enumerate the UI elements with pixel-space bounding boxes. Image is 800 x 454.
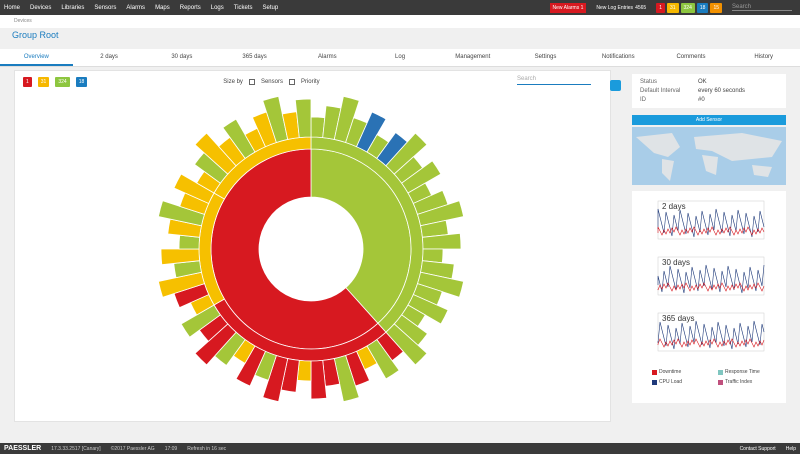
legend-item: Traffic Index: [718, 379, 780, 385]
footer-copyright: ©2017 Paessler AG: [110, 445, 155, 452]
footer-refresh: Refresh in 16 sec: [187, 445, 227, 452]
status-badge[interactable]: 15: [710, 2, 722, 13]
legend-label: Traffic Index: [725, 379, 753, 385]
graph-title: 2 days: [662, 202, 686, 211]
graph-title: 365 days: [662, 314, 694, 323]
nav-item[interactable]: Maps: [155, 4, 170, 11]
page-title: Group Root: [12, 30, 59, 40]
legend-item: Downtime: [652, 369, 714, 375]
tab[interactable]: Notifications: [601, 54, 635, 60]
filter-count[interactable]: 31: [37, 77, 50, 87]
toolbar: 1 31 324 18 Size by Sensors Priority: [23, 77, 320, 87]
filter-count[interactable]: 1: [23, 77, 32, 87]
status-badge[interactable]: 18: [696, 2, 709, 13]
tab[interactable]: Settings: [534, 54, 557, 60]
size-label: Size by: [223, 79, 243, 85]
footer: PAESSLER 17.3.33.2517 [Canary] ©2017 Paess…: [0, 443, 800, 454]
nav-item[interactable]: Alarms: [126, 4, 146, 11]
tab[interactable]: 30 days: [171, 54, 193, 60]
tab[interactable]: History: [754, 54, 774, 60]
log-count[interactable]: 4565: [635, 4, 647, 11]
nav-item[interactable]: Sensors: [94, 4, 117, 11]
graph-title: 30 days: [662, 258, 690, 267]
filter-count[interactable]: 324: [55, 77, 70, 87]
legend-swatch: [718, 369, 723, 375]
status-badge[interactable]: 1: [656, 2, 665, 13]
tab[interactable]: Overview: [0, 49, 73, 66]
legend-item: CPU Load: [652, 379, 714, 385]
legend-label: CPU Load: [659, 379, 683, 385]
sunburst-panel: 1 31 324 18 Size by Sensors Priority Search: [14, 70, 611, 422]
tab[interactable]: Alarms: [317, 54, 337, 60]
settings-button[interactable]: [610, 80, 621, 91]
info-value: #0: [698, 97, 705, 103]
legend-label: Response Time: [725, 369, 760, 375]
status-badge[interactable]: 31: [666, 2, 679, 13]
tab[interactable]: Log: [395, 54, 406, 60]
nav-item[interactable]: Logs: [210, 4, 224, 11]
info-row: ID #0: [640, 96, 778, 105]
graph-line: [657, 338, 765, 348]
legend-item: Response Time: [718, 369, 780, 375]
breadcrumb[interactable]: Devices: [0, 15, 800, 28]
tabs: Overview 2 days 30 days 365 days Alarms Log Ma…: [0, 49, 800, 67]
footer-time: 17:09: [164, 445, 178, 452]
graph: 30 days: [657, 256, 765, 296]
graph-line: [657, 282, 765, 292]
footer-support[interactable]: Contact Support: [739, 445, 776, 452]
legend-swatch: [652, 369, 657, 375]
graph: 2 days: [657, 200, 765, 240]
info-row: Default Interval every 60 seconds: [640, 87, 778, 96]
graph-line: [657, 208, 765, 238]
tab[interactable]: 2 days: [100, 54, 118, 60]
footer-help[interactable]: Help: [785, 445, 796, 452]
tab[interactable]: 365 days: [242, 54, 267, 60]
legend-swatch: [718, 379, 723, 385]
sunburst-segment: [294, 98, 312, 139]
graph-line: [657, 264, 765, 294]
search[interactable]: Search: [517, 76, 591, 85]
graph-line: [657, 320, 765, 350]
map: [632, 127, 786, 185]
add-sensor-button[interactable]: Add Sensor: [632, 115, 786, 125]
graph: 365 days: [657, 312, 765, 352]
top-nav: Home Devices Libraries Sensors Alarms Maps Rep…: [0, 0, 800, 15]
nav-item[interactable]: Libraries: [61, 4, 85, 11]
info-value: every 60 seconds: [698, 88, 746, 94]
nav-search[interactable]: Search: [732, 4, 792, 11]
info-key: Default Interval: [640, 88, 681, 94]
nav-item[interactable]: Home: [4, 4, 21, 11]
side-panel: Status OK Default Interval every 60 seconds…: [632, 74, 786, 424]
checkbox[interactable]: [248, 79, 255, 85]
legend: Downtime Response Time CPU Load Traffic Ind…: [652, 369, 780, 385]
info-row: Status OK: [640, 78, 778, 87]
info-value: OK: [698, 79, 707, 85]
sunburst: [157, 95, 465, 403]
footer-version: 17.3.33.2517 [Canary]: [51, 445, 101, 452]
graphs: 2 days 30 days 365 days Downtime Response Ti…: [632, 191, 786, 403]
brand: PAESSLER: [4, 445, 42, 452]
option-label: Priority: [300, 79, 320, 85]
tab[interactable]: Comments: [676, 54, 706, 60]
legend-label: Downtime: [659, 369, 682, 375]
option-label: Sensors: [260, 79, 283, 85]
plot-area: [657, 200, 765, 240]
info-key: Status: [640, 79, 658, 85]
checkbox[interactable]: [288, 79, 295, 85]
status-badges: 1 31 324 18 15: [656, 2, 722, 13]
nav-item[interactable]: Reports: [179, 4, 201, 11]
legend-swatch: [652, 379, 657, 385]
info-key: ID: [640, 97, 646, 103]
nav-item[interactable]: Setup: [262, 4, 279, 11]
info-box: Status OK Default Interval every 60 seconds…: [632, 74, 786, 108]
nav-item[interactable]: Tickets: [233, 4, 253, 11]
nav-item[interactable]: Devices: [30, 4, 52, 11]
tab[interactable]: Management: [455, 54, 491, 60]
alarms-badge[interactable]: New Alarms 1: [549, 2, 587, 13]
status-badge[interactable]: 324: [680, 2, 695, 13]
filter-count[interactable]: 18: [75, 77, 88, 87]
log-badge[interactable]: New Log Entries: [596, 4, 634, 11]
graph-line: [657, 226, 765, 236]
